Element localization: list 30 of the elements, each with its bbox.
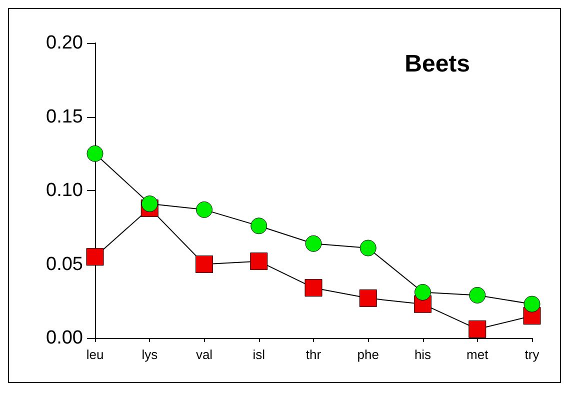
- point: [360, 240, 376, 256]
- point: [250, 218, 268, 234]
- point: [250, 252, 268, 270]
- y-tick-label: 0.00: [46, 328, 83, 348]
- point: [141, 196, 158, 212]
- x-tick-label: leu: [86, 347, 104, 362]
- x-tick-label: val: [196, 347, 213, 362]
- point: [524, 296, 540, 312]
- point: [86, 145, 104, 162]
- y-tick-label: 0.15: [46, 106, 83, 128]
- point: [196, 201, 212, 218]
- point: [196, 256, 213, 273]
- x-tick-label: phe: [357, 347, 379, 362]
- y-tick-label: 0.10: [46, 180, 83, 201]
- x-tick-label: isl: [252, 347, 266, 362]
- chart-title: Beets: [404, 50, 470, 78]
- point: [304, 279, 322, 297]
- point: [86, 248, 104, 266]
- point: [469, 286, 486, 304]
- y-tick-label: 0.05: [46, 254, 83, 275]
- y-tick-label: 0.20: [46, 32, 83, 54]
- x-tick-label: thr: [306, 347, 322, 362]
- point: [359, 289, 377, 307]
- x-tick-label: try: [524, 347, 540, 362]
- x-tick-label: lys: [142, 347, 158, 362]
- x-tick-label: his: [414, 347, 432, 362]
- point: [305, 235, 322, 252]
- point: [414, 284, 431, 301]
- point: [468, 320, 486, 338]
- x-tick-label: met: [466, 347, 489, 362]
